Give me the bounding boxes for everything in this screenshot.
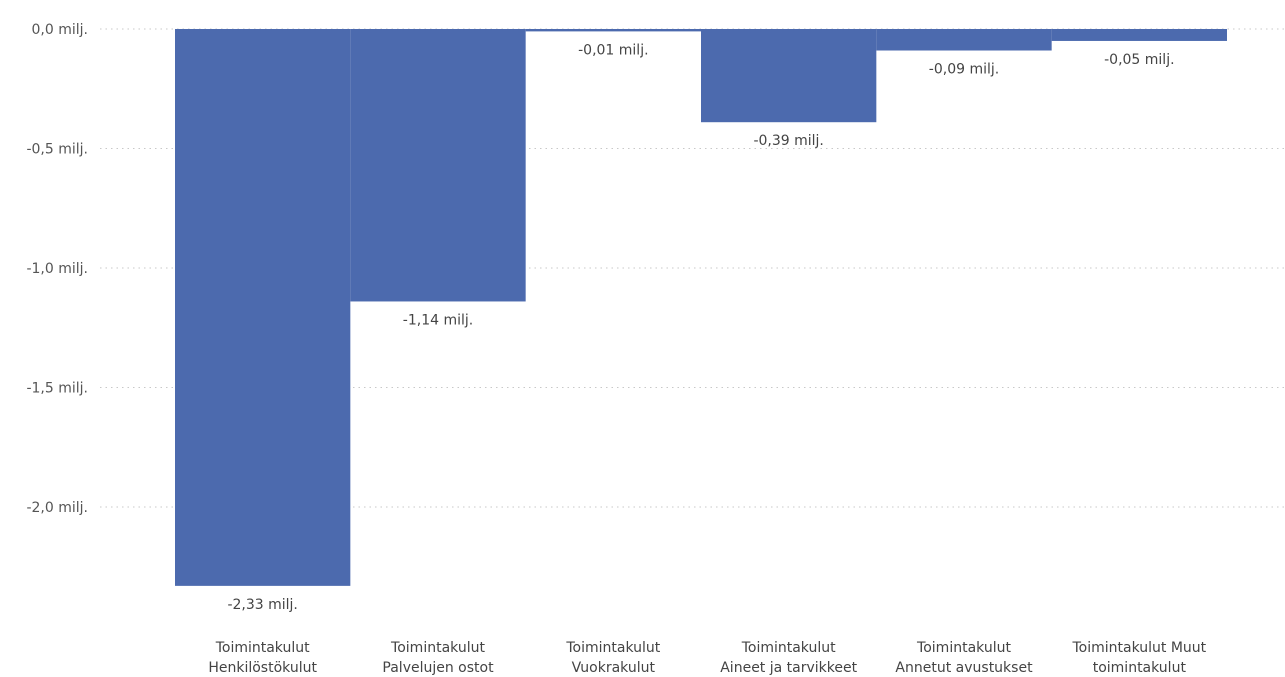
- x-category-label: Toimintakulut: [215, 640, 310, 656]
- x-category-label: Toimintakulut: [916, 640, 1011, 656]
- data-label: -0,05 milj.: [1104, 52, 1174, 68]
- y-tick-label: -2,0 milj.: [26, 500, 88, 516]
- x-category-label: Toimintakulut Muut: [1071, 640, 1206, 656]
- x-category-label: Toimintakulut: [390, 640, 485, 656]
- bar[interactable]: [701, 29, 877, 123]
- bar[interactable]: [525, 29, 701, 32]
- data-labels: -2,33 milj. -1,14 milj. -0,01 milj. -0,39 m…: [227, 42, 1174, 612]
- y-tick-label: -1,0 milj.: [26, 261, 88, 277]
- y-tick-label: -1,5 milj.: [26, 381, 88, 397]
- x-category-label: Annetut avustukset: [895, 660, 1033, 676]
- data-label: -0,09 milj.: [929, 62, 999, 78]
- y-axis-tick-labels: 0,0 milj. -0,5 milj. -1,0 milj. -1,5 milj. -…: [26, 22, 88, 516]
- x-category-label: Aineet ja tarvikkeet: [720, 660, 857, 676]
- x-category-label: toimintakulut: [1093, 660, 1187, 676]
- data-label: -1,14 milj.: [403, 312, 473, 328]
- bar[interactable]: [350, 29, 526, 302]
- bars: [175, 29, 1227, 586]
- x-category-label: Vuokrakulut: [572, 660, 656, 676]
- bar[interactable]: [1051, 29, 1227, 41]
- data-label: -0,39 milj.: [753, 133, 823, 149]
- bar[interactable]: [876, 29, 1052, 51]
- y-tick-label: -0,5 milj.: [26, 142, 88, 158]
- y-tick-label: 0,0 milj.: [32, 22, 88, 38]
- x-category-label: Toimintakulut: [741, 640, 836, 656]
- data-label: -0,01 milj.: [578, 42, 648, 58]
- x-axis-category-labels: Toimintakulut Henkilöstökulut Toimintakulu…: [208, 640, 1206, 676]
- data-label: -2,33 milj.: [227, 597, 297, 613]
- x-category-label: Palvelujen ostot: [382, 660, 494, 676]
- bar[interactable]: [175, 29, 351, 586]
- x-category-label: Henkilöstökulut: [208, 660, 317, 676]
- x-category-label: Toimintakulut: [565, 640, 660, 656]
